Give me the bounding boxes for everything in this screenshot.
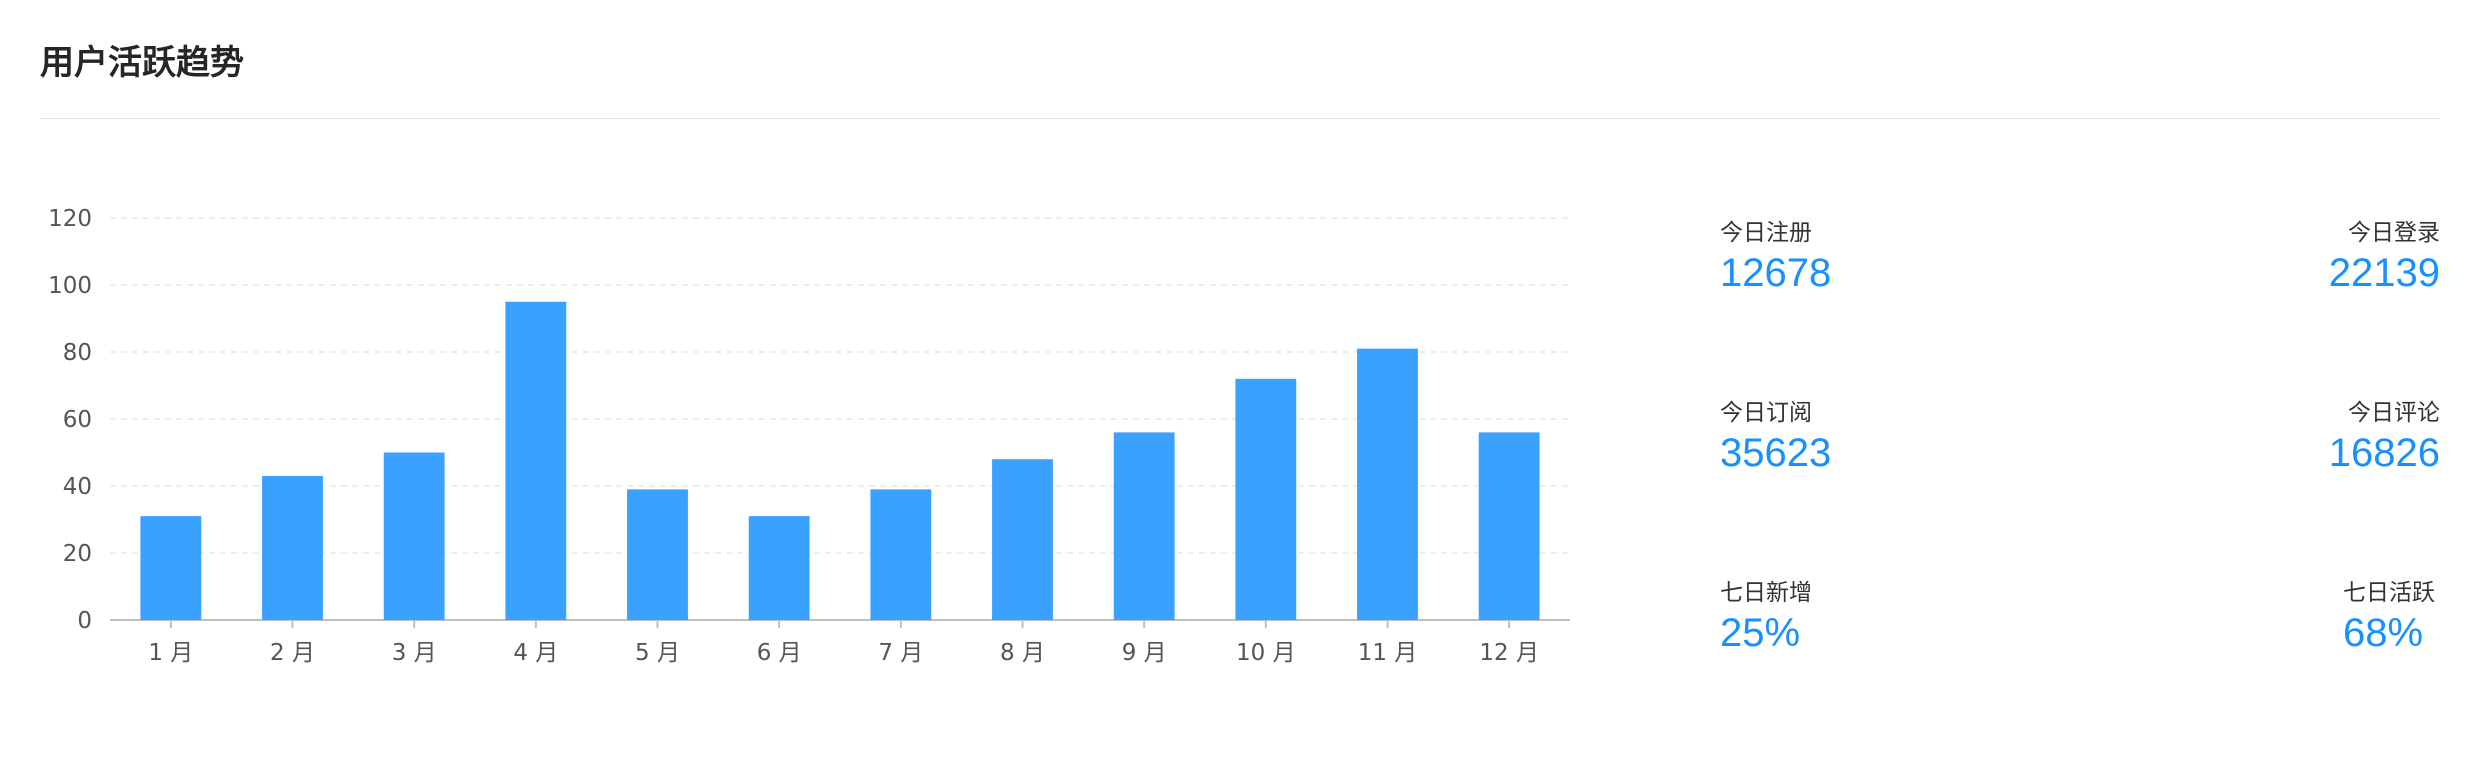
- bar: [1235, 378, 1297, 620]
- stat-week-new: 七日新增 25%: [1720, 578, 1960, 658]
- stat-value: 35623: [1720, 431, 1832, 475]
- x-tick-label: 6 月: [757, 640, 802, 666]
- stat-label: 今日评论: [2348, 400, 2440, 426]
- stat-label: 七日新增: [1720, 580, 1812, 606]
- bar: [505, 301, 567, 620]
- stat-week-active: 七日活跃 68%: [2343, 578, 2453, 658]
- bar: [262, 475, 323, 620]
- bar: [140, 516, 202, 620]
- bar: [870, 489, 932, 620]
- y-tick-label: 60: [63, 407, 92, 433]
- stat-label: 今日登录: [2348, 220, 2440, 246]
- stat-value: 16826: [2328, 431, 2440, 475]
- stat-value: 22139: [2328, 251, 2440, 295]
- y-tick-label: 80: [63, 340, 92, 366]
- x-tick-label: 7 月: [878, 640, 923, 666]
- x-tick-label: 2 月: [270, 640, 315, 666]
- bar: [992, 459, 1053, 620]
- y-tick-label: 20: [63, 541, 92, 567]
- card-title: 用户活跃趋势: [40, 43, 244, 83]
- y-tick-label: 120: [48, 206, 92, 232]
- y-tick-label: 40: [63, 474, 92, 500]
- y-tick-label: 100: [48, 273, 92, 299]
- bar: [383, 452, 445, 620]
- stat-label: 七日活跃: [2343, 580, 2435, 606]
- x-tick-label: 4 月: [513, 640, 558, 666]
- x-tick-label: 9 月: [1122, 640, 1167, 666]
- x-tick-label: 11 月: [1358, 640, 1418, 666]
- stat-label: 今日订阅: [1720, 400, 1812, 426]
- x-tick-label: 5 月: [635, 640, 680, 666]
- x-tick-label: 3 月: [392, 640, 437, 666]
- bar-chart: 0 20 40 60 80 100 120 1 月 2 月 3 月 4 月 5 月 6 月 7 月 8 月 9…: [48, 206, 1570, 666]
- stat-label: 今日注册: [1720, 220, 1812, 246]
- stat-today-login: 今日登录 22139: [2200, 218, 2440, 298]
- y-tick-label: 0: [77, 608, 92, 634]
- stat-value: 25%: [1720, 611, 1801, 655]
- bar: [627, 489, 688, 620]
- stat-today-comment: 今日评论 16826: [2200, 398, 2440, 478]
- stat-today-register: 今日注册 12678: [1720, 218, 1960, 298]
- stat-value: 68%: [2343, 611, 2424, 655]
- x-tick-label: 10 月: [1236, 640, 1296, 666]
- bar: [748, 516, 810, 620]
- stat-today-subscribe: 今日订阅 35623: [1720, 398, 1960, 478]
- bar: [1478, 432, 1540, 620]
- bar: [1113, 432, 1175, 620]
- x-tick-label: 12 月: [1479, 640, 1539, 666]
- title-divider: [40, 118, 2440, 119]
- x-tick-label: 1 月: [148, 640, 193, 666]
- bar: [1357, 348, 1418, 620]
- x-tick-label: 8 月: [1000, 640, 1045, 666]
- stat-value: 12678: [1720, 251, 1832, 295]
